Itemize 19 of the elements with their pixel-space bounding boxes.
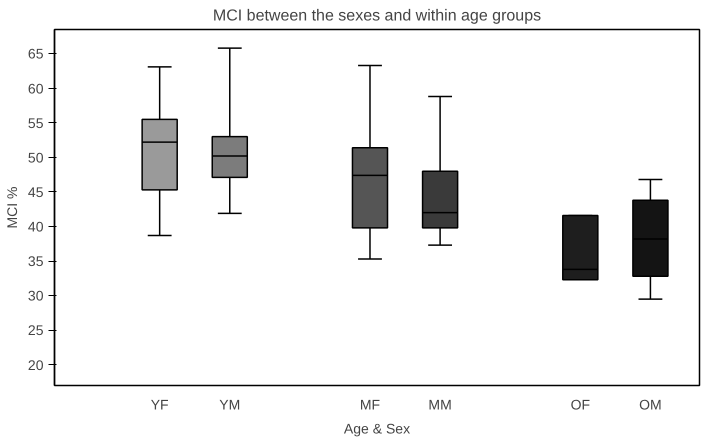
y-tick-label: 60	[28, 80, 44, 96]
x-tick-label: YF	[150, 396, 169, 412]
y-tick-label: 20	[28, 356, 44, 373]
x-tick-label: OF	[570, 396, 590, 412]
y-tick-label: 40	[28, 218, 44, 235]
y-tick-label: 30	[28, 288, 44, 304]
y-tick-label: 25	[28, 322, 44, 338]
y-tick-label: 55	[28, 114, 44, 131]
y-tick-label: 65	[28, 46, 44, 62]
x-tick-label: OM	[639, 396, 662, 412]
y-tick-label: 45	[28, 184, 44, 200]
y-axis-title: MCI %	[4, 186, 20, 228]
chart-title: MCI between the sexes and within age groups	[212, 8, 542, 24]
y-tick-label: 35	[28, 253, 44, 270]
x-tick-label: MF	[360, 396, 380, 412]
y-tick-label: 50	[28, 149, 44, 166]
x-axis-title: Age & Sex	[344, 420, 410, 436]
x-tick-label: YM	[219, 396, 240, 412]
x-tick-label: MM	[428, 396, 452, 412]
